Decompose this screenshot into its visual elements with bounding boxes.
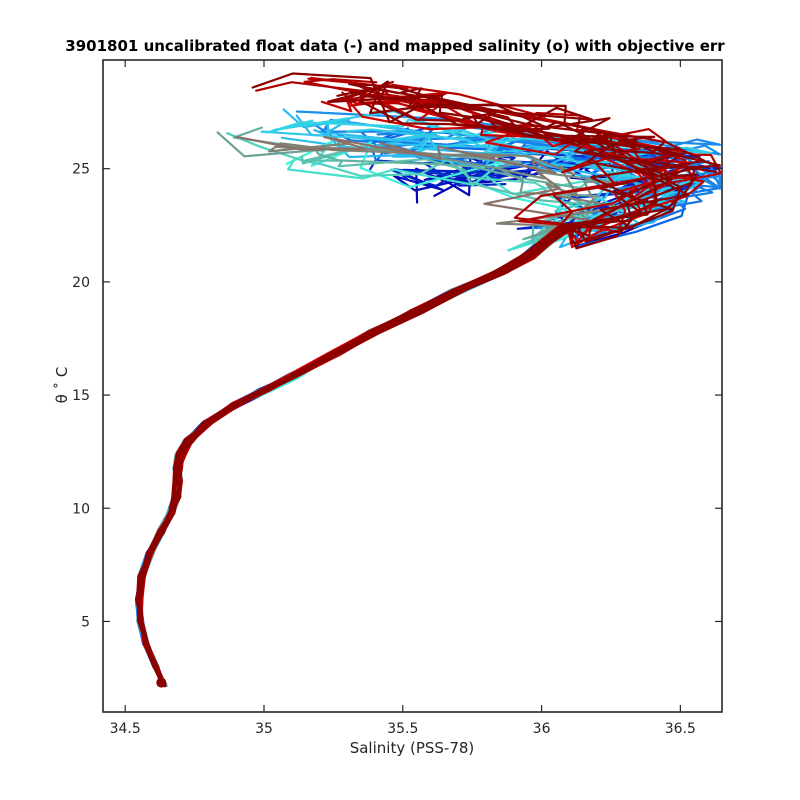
y-axis-label: θ ˚ C <box>53 367 71 404</box>
x-tick-label: 34.5 <box>110 721 141 737</box>
profile-line <box>136 72 706 687</box>
mapped-salinity-marker <box>156 677 167 688</box>
y-tick-label: 15 <box>72 388 90 404</box>
axis-ticks: 34.5 35 35.5 36 36.5 5 10 15 20 25 <box>72 60 722 737</box>
y-tick-label: 5 <box>81 614 90 630</box>
x-tick-label: 36 <box>533 721 551 737</box>
chart-title: 3901801 uncalibrated float data (-) and … <box>65 37 725 55</box>
y-tick-label: 20 <box>72 275 90 291</box>
x-axis-label: Salinity (PSS-78) <box>350 739 475 757</box>
x-tick-label: 35 <box>255 721 273 737</box>
y-tick-label: 25 <box>72 162 90 178</box>
profile-line <box>138 83 690 688</box>
profile-lines <box>135 72 722 688</box>
x-tick-label: 35.5 <box>387 721 418 737</box>
y-tick-label: 10 <box>72 501 90 517</box>
x-tick-label: 36.5 <box>665 721 696 737</box>
